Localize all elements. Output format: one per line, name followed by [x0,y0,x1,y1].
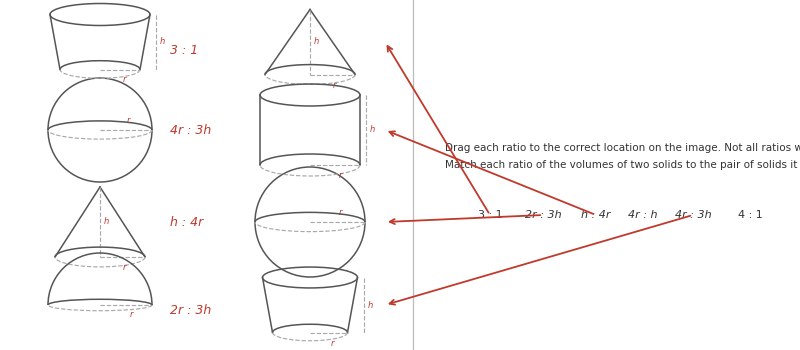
Text: 4 : 1: 4 : 1 [738,210,762,220]
Text: h: h [367,301,373,309]
Text: r: r [130,310,133,319]
Text: 4r : 3h: 4r : 3h [674,210,711,220]
Text: 2r : 3h: 2r : 3h [170,303,211,316]
Text: h: h [160,37,166,47]
Text: 3 : 1: 3 : 1 [170,43,198,56]
Text: h: h [314,37,319,47]
Text: Drag each ratio to the correct location on the image. Not all ratios will be use: Drag each ratio to the correct location … [445,143,800,153]
Text: 3 : 1: 3 : 1 [478,210,502,220]
Text: r: r [330,338,334,348]
Text: h: h [370,126,375,134]
Text: r: r [338,208,342,217]
Text: 2r : 3h: 2r : 3h [525,210,562,220]
Text: 4r : 3h: 4r : 3h [170,124,211,136]
Text: r: r [122,76,126,84]
Text: r: r [333,80,337,90]
Text: r: r [123,263,126,272]
Text: h: h [104,217,110,226]
Text: Match each ratio of the volumes of two solids to the pair of solids it represent: Match each ratio of the volumes of two s… [445,160,800,170]
Text: 4r : h: 4r : h [628,210,658,220]
Text: r: r [338,171,342,180]
Text: h : 4r: h : 4r [170,216,203,229]
Text: r: r [127,116,130,125]
Text: h : 4r: h : 4r [582,210,610,220]
